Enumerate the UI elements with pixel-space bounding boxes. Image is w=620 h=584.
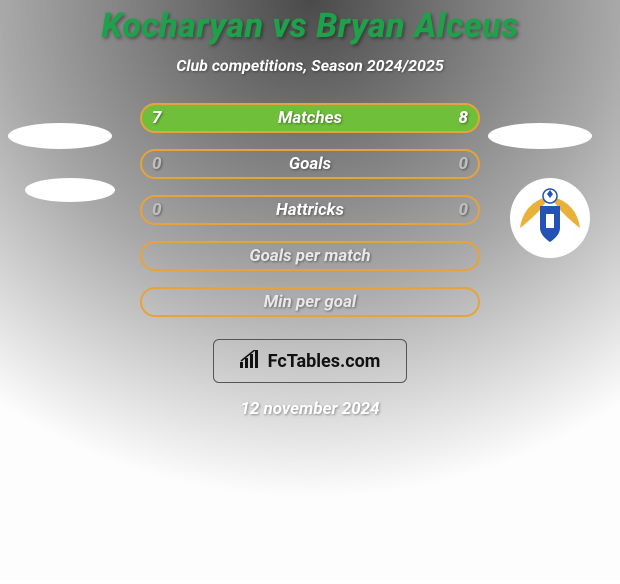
stat-value-left: 0 <box>152 200 162 220</box>
bars-icon <box>240 350 262 372</box>
stat-label: Min per goal <box>264 292 357 312</box>
content-root: Kocharyan vs Bryan Alceus Club competiti… <box>0 0 620 580</box>
stat-label: Goals <box>289 154 331 174</box>
stat-label: Matches <box>278 108 342 128</box>
stat-value-right: 0 <box>458 200 468 220</box>
stat-value-left: 7 <box>152 108 162 128</box>
stat-value-right: 0 <box>458 154 468 174</box>
stat-row: Goals per match <box>140 241 480 271</box>
brand-box: FcTables.com <box>213 339 408 383</box>
stat-label: Hattricks <box>276 200 344 220</box>
stat-row: Min per goal <box>140 287 480 317</box>
stat-row: Matches 7 8 <box>140 103 480 133</box>
brand-text: FcTables.com <box>268 351 381 372</box>
stat-value-left: 0 <box>152 154 162 174</box>
stat-rows: Matches 7 8 Goals 0 0 Hattricks 0 0 Goals per mat… <box>0 103 620 317</box>
page-title: Kocharyan vs Bryan Alceus <box>101 6 518 46</box>
stat-value-right: 8 <box>458 108 468 128</box>
stat-row: Goals 0 0 <box>140 149 480 179</box>
stat-row: Hattricks 0 0 <box>140 195 480 225</box>
subtitle: Club competitions, Season 2024/2025 <box>176 56 444 75</box>
date-stamp: 12 november 2024 <box>240 399 379 419</box>
stat-label: Goals per match <box>249 246 370 266</box>
